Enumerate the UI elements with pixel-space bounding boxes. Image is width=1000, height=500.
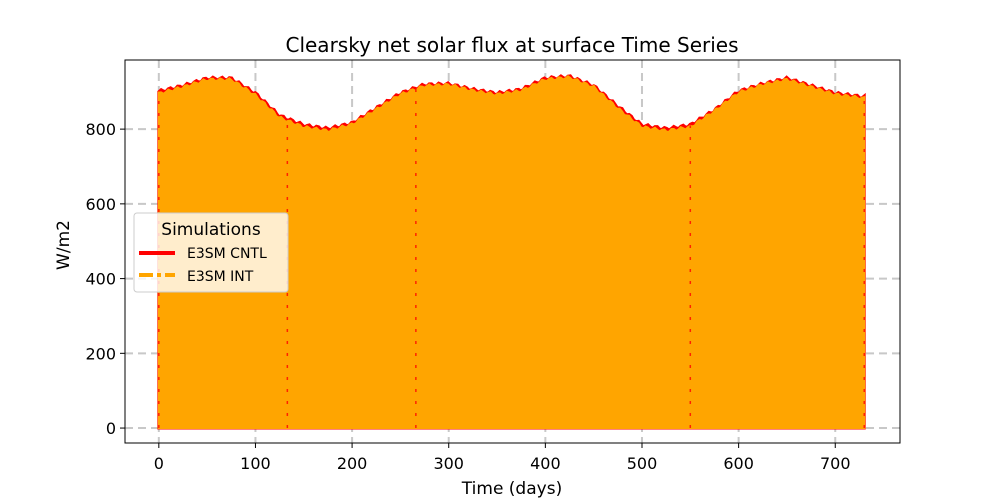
plot-area: 0 100 200 300 400 500 600 700 0 200 400 600 800	[85, 59, 901, 473]
x-tick-label: 100	[240, 454, 271, 473]
y-tick-label: 400	[85, 270, 116, 289]
y-axis-label: W/m2	[54, 220, 74, 270]
x-axis-ticks: 0 100 200 300 400 500 600 700	[154, 443, 851, 473]
x-tick-label: 600	[723, 454, 754, 473]
y-tick-label: 200	[85, 344, 116, 363]
axes-frame	[124, 59, 901, 444]
legend-label-e3sm-cntl: E3SM CNTL	[187, 246, 267, 262]
series-area	[157, 74, 866, 430]
x-tick-label: 400	[530, 454, 561, 473]
x-tick-label: 0	[154, 454, 164, 473]
legend-title: Simulations	[161, 220, 261, 240]
x-tick-label: 300	[433, 454, 464, 473]
chart-title: Clearsky net solar flux at surface Time …	[285, 33, 738, 57]
y-tick-label: 800	[85, 120, 116, 139]
y-tick-label: 0	[106, 419, 116, 438]
legend-label-e3sm-int: E3SM INT	[187, 269, 254, 285]
series-layer	[157, 74, 866, 430]
x-axis-label: Time (days)	[461, 479, 562, 499]
x-tick-label: 700	[820, 454, 851, 473]
legend: Simulations E3SM CNTL E3SM INT	[133, 212, 289, 293]
series-e3sm-int	[157, 74, 866, 430]
x-tick-label: 200	[337, 454, 368, 473]
x-tick-label: 500	[627, 454, 658, 473]
legend-box	[133, 212, 289, 293]
y-tick-label: 600	[85, 195, 116, 214]
y-axis-ticks: 0 200 400 600 800	[85, 120, 125, 438]
